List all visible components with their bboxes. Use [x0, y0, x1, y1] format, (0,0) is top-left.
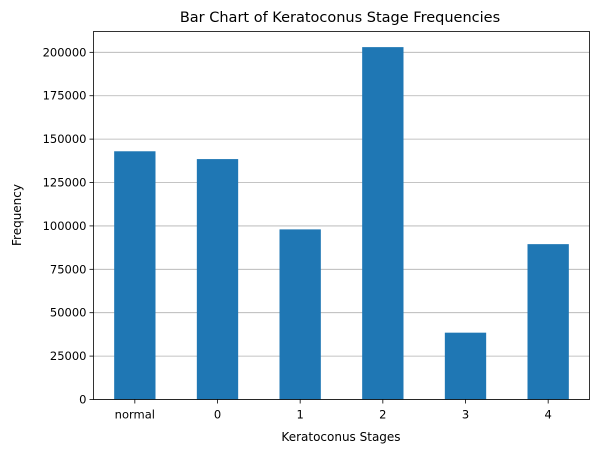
y-tick-label: 75000: [50, 262, 87, 276]
bar-4: [528, 244, 569, 399]
bar-0: [197, 159, 238, 399]
x-tick-label: normal: [115, 408, 155, 422]
grid-lines: [94, 52, 590, 399]
plot-frame: [94, 32, 590, 400]
y-tick-label: 0: [79, 393, 86, 407]
x-tick-label: 4: [545, 408, 552, 422]
y-tick-label: 100000: [43, 219, 87, 233]
y-axis-label: Frequency: [10, 184, 24, 246]
bars: [114, 47, 569, 399]
y-tick-label: 175000: [43, 89, 87, 103]
y-tick-label: 200000: [43, 45, 87, 59]
bar-normal: [114, 151, 155, 399]
y-tick-label: 25000: [50, 349, 87, 363]
bar-2: [362, 47, 403, 399]
y-tick-label: 150000: [43, 132, 87, 146]
chart-title: Bar Chart of Keratoconus Stage Frequenci…: [180, 10, 500, 26]
bar-1: [280, 229, 321, 399]
x-tick-label: 1: [297, 408, 304, 422]
x-tick-label: 0: [214, 408, 221, 422]
x-tick-label: 3: [462, 408, 469, 422]
x-tick-label: 2: [379, 408, 386, 422]
y-axis-ticks: 0 25000 50000 75000 100000 125000 150000 175000…: [43, 45, 94, 406]
y-tick-label: 50000: [50, 306, 87, 320]
x-axis-label: Keratoconus Stages: [281, 430, 400, 444]
y-tick-label: 125000: [43, 176, 87, 190]
x-axis-ticks: normal 0 1 2 3 4: [115, 400, 552, 422]
bar-3: [445, 333, 486, 400]
